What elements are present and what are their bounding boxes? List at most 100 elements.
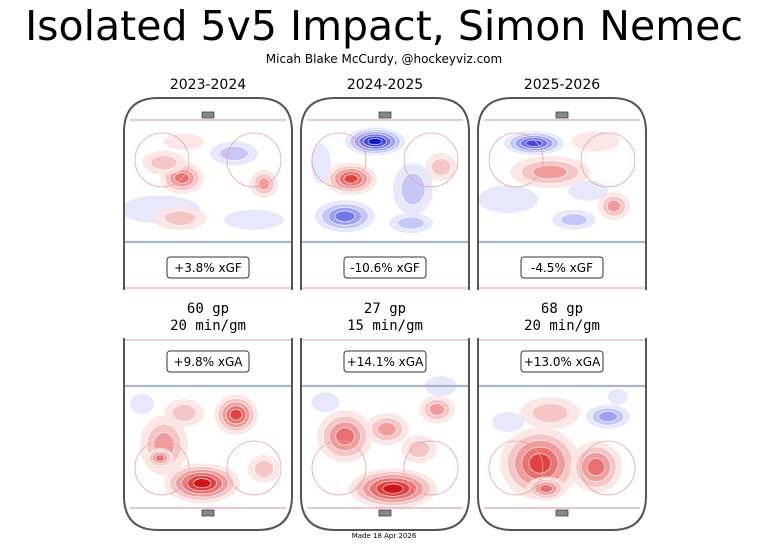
minutes-per-game: 20 min/gm	[170, 318, 246, 334]
red-contour	[343, 174, 359, 184]
metric-label: +14.1% xGA	[347, 355, 424, 369]
faceoff-circle	[226, 440, 282, 496]
season-label-2023-2024: 2023-2024	[169, 77, 247, 93]
faceoff-circle	[580, 132, 636, 188]
goal-net	[555, 111, 569, 119]
faceoff-circle	[403, 440, 459, 496]
metric-label-box	[166, 256, 250, 279]
goal-net	[378, 509, 392, 517]
rink-boards	[300, 97, 470, 290]
metric-label: +3.8% xGF	[174, 261, 242, 275]
metric-label-box	[166, 350, 250, 373]
heatmap-layer	[124, 133, 284, 230]
blue-contour	[525, 139, 543, 147]
chart-subtitle: Micah Blake McCurdy, @hockeyviz.com	[265, 52, 503, 66]
metric-label: -4.5% xGF	[531, 261, 593, 275]
rink-boards	[123, 338, 293, 531]
red-contour	[377, 422, 397, 437]
rink-panel-2024-2025-xgf: -10.6% xGF	[300, 97, 470, 290]
metric-label-box	[520, 350, 604, 373]
heatmap-layer	[492, 388, 630, 501]
red-contour	[155, 454, 165, 462]
heatmap-layer	[130, 394, 280, 504]
red-contour	[150, 155, 178, 171]
heatmap-layer	[478, 131, 630, 230]
red-contour	[539, 484, 553, 493]
blue-contour	[568, 180, 608, 201]
rink-panel-2023-2024-xgf: +3.8% xGF	[123, 97, 293, 290]
rink-panel-2023-2024-xga: +9.8% xGA	[123, 338, 293, 531]
metric-label: -10.6% xGF	[350, 261, 420, 275]
red-contour	[431, 158, 451, 176]
red-contour	[528, 453, 552, 474]
blue-contour	[130, 394, 154, 414]
minutes-per-game: 15 min/gm	[347, 318, 423, 334]
games-played: 68 gp	[540, 301, 584, 317]
faceoff-circle	[226, 132, 282, 188]
minutes-per-game: 20 min/gm	[524, 318, 600, 334]
heatmap-layer	[311, 127, 457, 234]
blue-contour	[334, 210, 356, 222]
blue-contour	[608, 388, 628, 405]
blue-contour	[400, 173, 426, 206]
games-played: 60 gp	[186, 301, 230, 317]
red-contour	[257, 177, 271, 191]
metric-label: +13.0% xGA	[524, 355, 601, 369]
red-contour	[428, 403, 446, 416]
faceoff-circle	[488, 132, 544, 188]
rink-boards	[300, 338, 470, 531]
red-contour	[587, 458, 605, 476]
blue-contour	[478, 185, 538, 214]
red-contour	[171, 404, 197, 422]
metric-label-box	[343, 350, 427, 373]
goal-net	[201, 111, 215, 119]
blue-contour	[224, 209, 284, 230]
metric-label-box	[520, 256, 604, 279]
chart-title: Isolated 5v5 Impact, Simon Nemec	[25, 2, 743, 50]
red-contour	[192, 478, 212, 489]
blue-contour	[598, 411, 618, 423]
rink-boards	[477, 338, 647, 531]
red-contour	[407, 440, 431, 458]
blue-contour	[492, 412, 524, 432]
rink-panel-2025-2026-xgf: -4.5% xGF	[477, 97, 647, 290]
red-contour	[531, 403, 569, 423]
red-contour	[572, 131, 620, 152]
games-played: 27 gp	[363, 301, 407, 317]
heatmap-layer	[311, 376, 457, 509]
blue-contour	[367, 137, 383, 146]
red-contour	[164, 133, 204, 150]
red-contour	[382, 483, 404, 494]
faceoff-circle	[134, 132, 190, 188]
rink-panel-2024-2025-xga: +14.1% xGA	[300, 338, 470, 531]
metric-label-box	[343, 256, 427, 279]
season-label-2025-2026: 2025-2026	[523, 77, 601, 93]
blue-contour	[311, 392, 339, 413]
red-contour	[335, 427, 355, 446]
goal-net	[555, 509, 569, 517]
faceoff-circle	[311, 440, 367, 496]
goal-net	[201, 509, 215, 517]
faceoff-circle	[580, 440, 636, 496]
red-contour	[164, 210, 196, 226]
blue-contour	[560, 213, 588, 226]
blue-contour	[397, 216, 425, 230]
faceoff-circle	[403, 132, 459, 188]
metric-label: +9.8% xGA	[174, 355, 244, 369]
faceoff-circle	[488, 440, 544, 496]
rink-panel-2025-2026-xga: +13.0% xGA	[477, 338, 647, 531]
faceoff-circle	[134, 440, 190, 496]
made-date: Made 18 Apr 2026	[351, 532, 417, 540]
rink-boards	[123, 97, 293, 290]
blue-contour	[219, 145, 249, 161]
rink-boards	[477, 97, 647, 290]
red-contour	[229, 409, 243, 421]
usage-stats-2023-2024: 60 gp 20 min/gm	[124, 301, 292, 335]
red-contour	[254, 460, 274, 478]
goal-net	[378, 111, 392, 119]
usage-stats-2025-2026: 68 gp 20 min/gm	[478, 301, 646, 335]
red-contour	[532, 164, 568, 180]
season-label-2024-2025: 2024-2025	[346, 77, 424, 93]
usage-stats-2024-2025: 27 gp 15 min/gm	[301, 301, 469, 335]
